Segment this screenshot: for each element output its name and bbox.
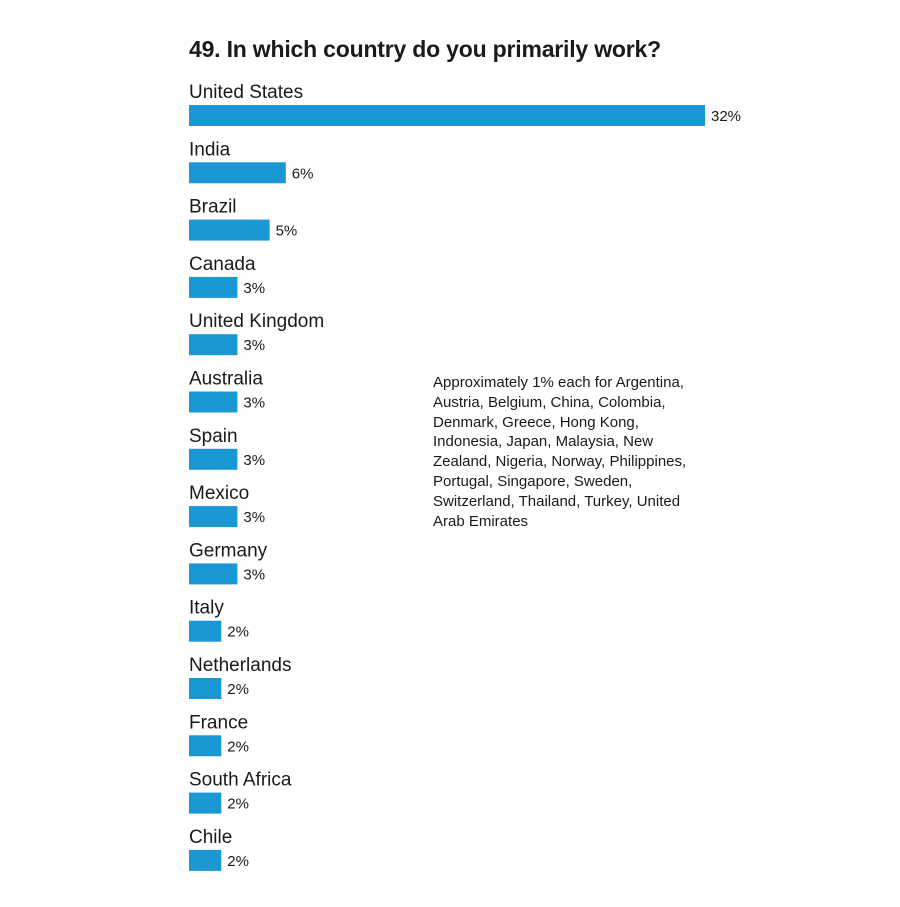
bar [189, 105, 705, 126]
chart-title: 49. In which country do you primarily wo… [189, 36, 661, 62]
category-label: Canada [189, 254, 256, 275]
value-label: 3% [243, 395, 265, 412]
category-label: Netherlands [189, 655, 291, 676]
value-label: 2% [227, 853, 249, 870]
value-label: 3% [243, 337, 265, 354]
bar [189, 849, 222, 871]
category-label: United Kingdom [189, 311, 324, 332]
value-label: 2% [227, 681, 249, 698]
bar [189, 219, 270, 241]
category-label: India [189, 139, 231, 160]
value-label: 3% [243, 509, 265, 526]
category-label: United States [189, 82, 303, 103]
bar [189, 563, 238, 585]
category-label: Brazil [189, 197, 237, 218]
bar [189, 448, 238, 470]
bar [189, 162, 286, 184]
value-label: 3% [243, 280, 265, 297]
category-label: Chile [189, 827, 232, 848]
value-label: 2% [227, 738, 249, 755]
chart-annotation: Approximately 1% each for Argentina, Aus… [433, 374, 687, 530]
category-label: Spain [189, 426, 238, 447]
category-label: France [189, 712, 248, 733]
value-label: 2% [227, 624, 249, 641]
category-label: Italy [189, 598, 224, 619]
bar [189, 391, 238, 413]
bar [189, 620, 222, 642]
bar [189, 276, 238, 298]
value-label: 5% [276, 223, 298, 240]
category-label: Mexico [189, 483, 249, 504]
category-label: Germany [189, 540, 268, 561]
value-label: 6% [292, 165, 314, 182]
category-label: Australia [189, 369, 263, 390]
value-label: 2% [227, 796, 249, 813]
category-label: South Africa [189, 770, 292, 791]
value-label: 3% [243, 452, 265, 469]
bar [189, 506, 238, 528]
value-label: 32% [711, 108, 741, 125]
bar [189, 334, 238, 356]
bar [189, 678, 222, 699]
bar [189, 735, 222, 757]
bar [189, 792, 222, 814]
value-label: 3% [243, 566, 265, 583]
